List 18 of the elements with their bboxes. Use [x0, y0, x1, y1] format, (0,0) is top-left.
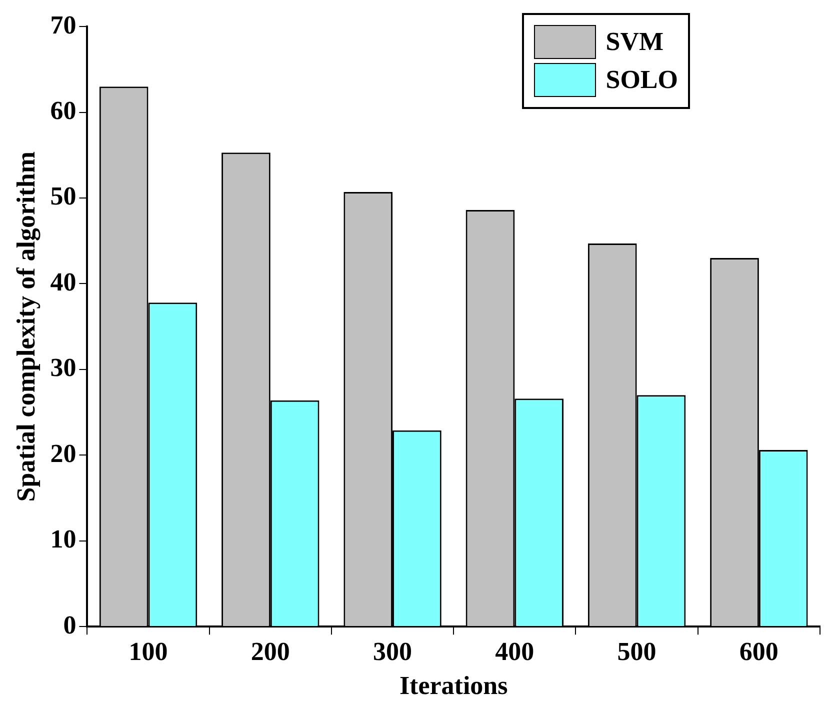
y-axis-title: Spatial complexity of algorithm [11, 151, 40, 502]
x-axis-title: Iterations [399, 671, 508, 700]
legend-label: SOLO [606, 65, 678, 95]
x-tick-label: 200 [250, 636, 290, 666]
y-tick-label: 70 [50, 10, 76, 40]
legend-label: SVM [606, 27, 664, 57]
y-tick-label: 30 [50, 353, 76, 382]
y-tick-label: 20 [50, 438, 76, 468]
y-tick-label: 10 [50, 524, 76, 554]
x-tick-label: 300 [373, 636, 412, 666]
y-tick-label: 40 [50, 267, 76, 296]
y-tick-label: 50 [50, 182, 76, 211]
y-tick-label: 60 [50, 96, 76, 126]
y-tick-label: 0 [63, 610, 76, 640]
x-tick-label: 500 [617, 636, 656, 666]
x-tick-label: 600 [739, 636, 778, 666]
x-tick-label: 100 [128, 636, 168, 666]
x-tick-label: 400 [495, 636, 534, 666]
